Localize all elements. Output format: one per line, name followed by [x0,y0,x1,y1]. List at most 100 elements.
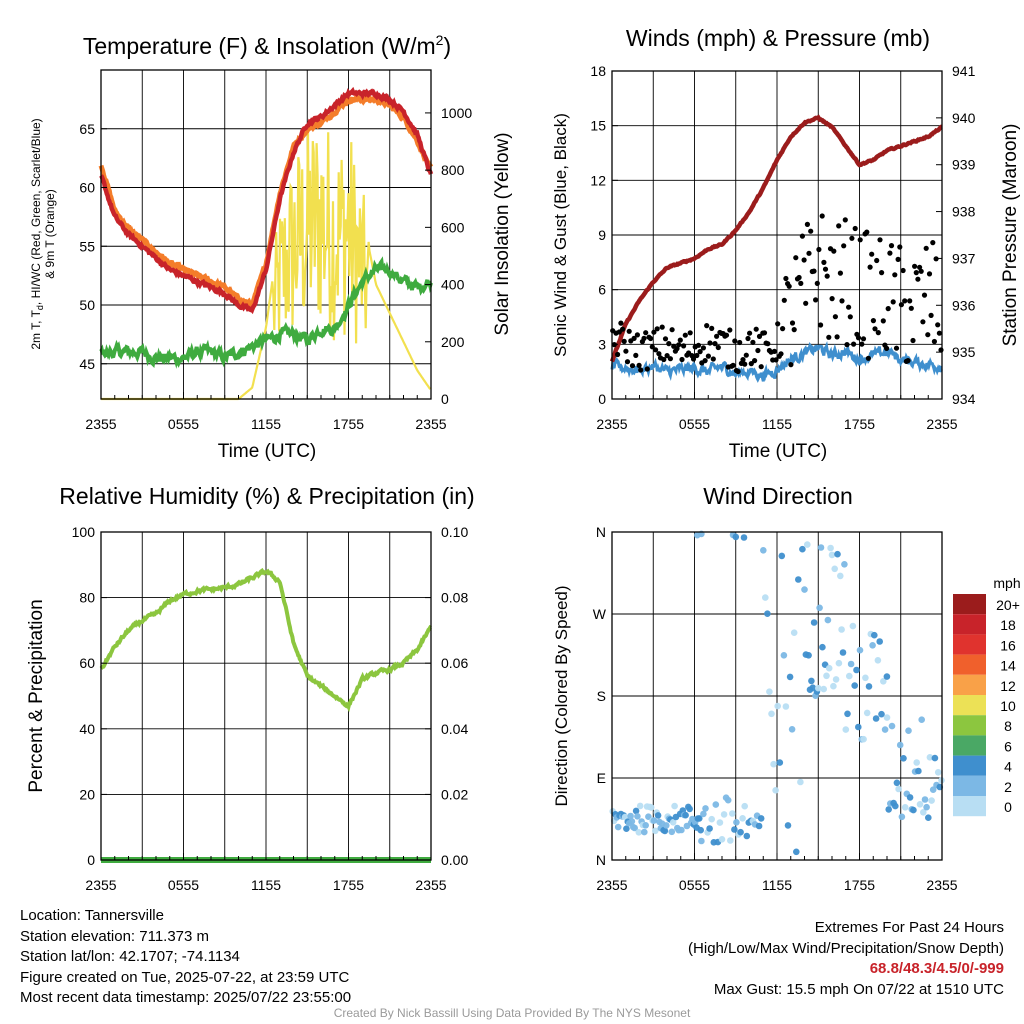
direction-point [883,714,891,721]
direction-point [863,709,871,717]
gust-point [907,298,913,304]
gust-point [796,274,802,281]
gust-point [822,266,829,272]
legend-swatch [953,614,986,635]
gust-point [846,304,852,310]
direction-point [838,626,845,633]
extremes-subtitle: (High/Low/Max Wind/Precipitation/Snow De… [688,939,1004,957]
gust-point [841,243,847,249]
x-tick-label: 1155 [251,877,281,893]
gust-point [816,246,822,253]
gust-point [808,228,814,234]
direction-point [881,726,889,733]
direction-point [931,754,939,762]
gust-point [620,326,626,332]
gust-point [821,259,827,265]
gust-point [791,327,797,333]
direction-point [871,631,878,639]
gust-point [715,344,721,351]
y-tick-label-left: 12 [590,172,606,188]
direction-point [760,547,767,554]
direction-point [678,826,685,834]
x-tick-label: 2355 [415,416,446,432]
y-tick-label-right: 935 [952,344,976,360]
gust-point [913,270,919,276]
gust-point [819,213,825,219]
gust-point [641,335,647,341]
direction-point [766,688,773,695]
gust-point [623,348,629,354]
direction-point [847,660,855,668]
direction-point [898,813,906,821]
gust-point [714,333,720,339]
legend-label: 10 [1000,698,1016,714]
gust-point [908,305,914,311]
gust-point [666,341,672,347]
y-tick-label-left: 40 [79,721,95,737]
y-tick-label-right: 940 [952,110,976,126]
gust-point [880,318,886,324]
y-tick-label-right: 941 [952,63,976,79]
plot-frame [611,531,943,861]
wind-direction-grid [612,532,942,860]
gust-point [788,362,794,368]
y-tick-label-left: 55 [79,238,95,254]
gust-point [842,217,848,223]
direction-point [920,809,927,816]
y-tick-label-right: 800 [441,162,465,178]
gust-point [915,276,921,282]
direction-point [784,822,792,829]
legend-label: 16 [1000,637,1016,653]
direction-point [757,815,765,822]
gust-point [839,298,845,304]
direction-point [827,544,834,552]
gust-point [928,312,934,318]
gust-point [654,326,660,332]
direction-point [837,572,844,580]
direction-point [782,703,790,710]
gust-point [667,356,674,362]
direction-point [824,616,832,624]
y-tick-label-left: 3 [598,336,606,352]
y-tick-label-left: 60 [79,655,95,671]
y-tick-label-right: 0.00 [441,852,468,868]
extremes-values: 68.8/48.3/4.5/0/-999 [869,960,1004,977]
direction-point [634,813,641,820]
winds-y-axis-label-left: Sonic Wind & Gust (Blue, Black) [551,113,570,357]
direction-point [682,811,689,819]
gust-point [783,275,789,282]
direction-point [720,811,728,818]
gust-point [737,339,743,346]
gust-point [859,341,865,347]
y-tick-label-left: 20 [79,786,95,802]
y-tick-label-left: 60 [79,180,95,196]
direction-point [716,819,724,826]
direction-point [706,825,713,832]
gust-point [857,237,863,243]
direction-point [668,828,676,836]
x-tick-label: 0555 [168,877,199,893]
y-tick-label-left: 65 [79,121,95,137]
gust-point [661,356,667,363]
gust-point [874,257,880,264]
gust-point [723,332,730,338]
y-tick-label-left: 100 [72,524,96,540]
gust-point [677,337,683,343]
direction-point [671,802,678,810]
x-tick-label: 2355 [596,416,627,432]
direction-point [862,674,869,682]
gust-point [885,306,891,312]
gust-point [743,352,749,358]
direction-point [700,810,707,818]
direction-point [696,815,703,822]
gust-point [888,243,895,249]
direction-point [916,801,924,808]
gust-point [786,283,792,289]
direction-point [819,643,826,651]
gust-point [824,273,830,279]
legend-swatch [953,654,986,675]
wind-direction-y-axis-label-left: Direction (Colored By Speed) [552,585,571,806]
gust-point [638,367,644,373]
x-tick-label: 1755 [333,416,364,432]
temperature-y-axis-label-left: 2m T, Td, HI/WC (Red, Green, Scarlet/Blu… [29,118,45,349]
